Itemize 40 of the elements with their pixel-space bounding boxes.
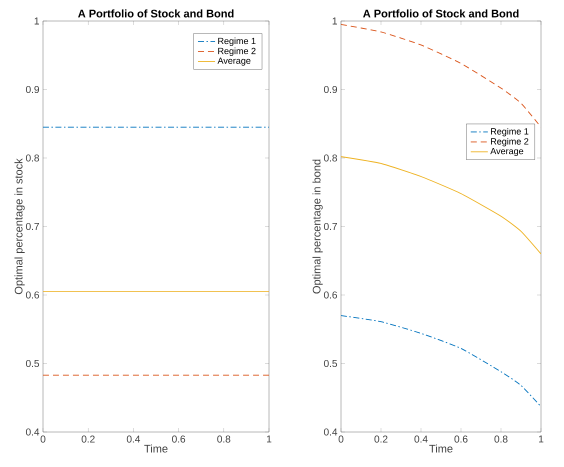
x-axis-title: Time	[144, 444, 168, 453]
x-tick-label: 0.2	[82, 436, 95, 443]
y-tick-label: 1	[34, 18, 39, 24]
y-tick-label: 0.8	[26, 154, 40, 162]
chart-title: A Portfolio of Stock and Bond	[363, 9, 518, 18]
legend-label: Average	[490, 148, 524, 156]
line-series	[341, 315, 542, 408]
y-axis-title: Optimal percentage in bond	[312, 160, 323, 294]
x-axis-title: Time	[429, 444, 453, 453]
x-tick-label: 0.8	[217, 436, 230, 443]
x-tick-label: 0	[40, 436, 46, 443]
y-tick-label: 0.5	[324, 360, 338, 368]
x-tick-label: 1	[266, 436, 272, 442]
y-tick-label: 0.4	[26, 428, 40, 436]
y-tick-label: 0.7	[324, 222, 337, 230]
y-tick-label: 0.9	[324, 86, 338, 94]
legend-label: Regime 2	[218, 48, 256, 56]
y-tick-label: 1	[332, 18, 337, 24]
x-tick-label: 0.8	[494, 436, 508, 443]
y-tick-label: 0.6	[324, 291, 338, 299]
y-axis-title: Optimal percentage in stock	[14, 158, 25, 294]
y-tick-label: 0.7	[26, 222, 39, 230]
legend-label: Average	[218, 58, 250, 66]
line-series	[341, 156, 542, 254]
x-tick-label: 0.2	[374, 436, 388, 443]
x-tick-label: 0.6	[454, 436, 468, 443]
x-tick-label: 0.4	[126, 436, 140, 443]
x-tick-label: 0.6	[172, 436, 186, 443]
y-tick-label: 0.4	[324, 428, 338, 436]
legend-label: Regime 1	[218, 38, 256, 46]
legend-label: Regime 2	[491, 138, 528, 146]
y-tick-label: 0.9	[26, 86, 40, 94]
x-tick-label: 0.4	[414, 436, 428, 443]
y-tick-label: 0.6	[26, 291, 40, 299]
y-tick-label: 0.5	[26, 360, 40, 368]
x-tick-label: 0	[338, 436, 344, 443]
y-tick-label: 0.8	[324, 154, 338, 162]
legend-label: Regime 1	[491, 128, 528, 136]
x-tick-label: 1	[538, 436, 544, 442]
chart-title: A Portfolio of Stock and Bond	[78, 9, 234, 18]
